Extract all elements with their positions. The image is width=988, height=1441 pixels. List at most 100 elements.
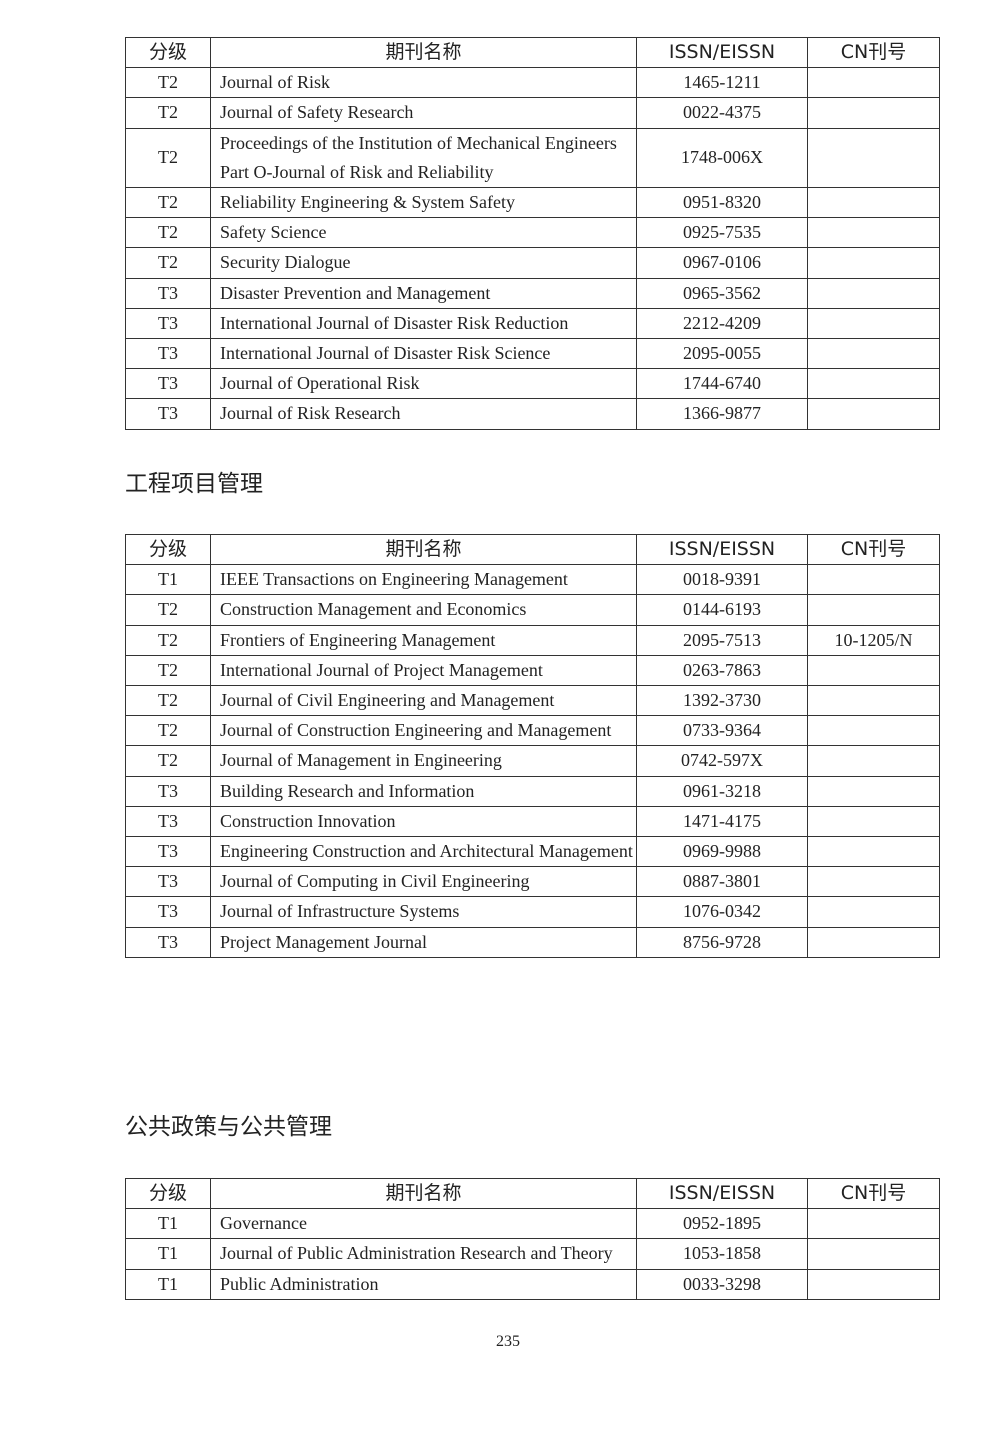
table-row: T3 Journal of Risk Research 1366-9877: [125, 398, 940, 430]
table-header-row: 分级 期刊名称 ISSN/EISSN CN刊号: [125, 1177, 940, 1210]
cell-cn: [807, 896, 940, 928]
cell-tier: T2: [125, 217, 211, 249]
column-header-name: 期刊名称: [210, 533, 637, 566]
cell-tier: T2: [125, 127, 211, 189]
cell-issn: 0018-9391: [636, 564, 808, 596]
cell-cn: [807, 187, 940, 219]
cell-name: Construction Management and Economics: [210, 594, 637, 626]
cell-issn: 2095-0055: [636, 338, 808, 370]
cell-cn: [807, 866, 940, 898]
cell-cn: [807, 97, 940, 129]
cell-name: International Journal of Disaster Risk R…: [210, 307, 637, 340]
cell-cn: [807, 398, 940, 430]
cell-name: Journal of Risk: [210, 67, 637, 99]
cell-issn: 0887-3801: [636, 866, 808, 898]
cell-cn: [807, 594, 940, 626]
table-row: T2 Proceedings of the Institution of Mech…: [125, 127, 940, 189]
cell-tier: T3: [125, 896, 211, 928]
column-header-cn: CN刊号: [807, 36, 940, 69]
table-header-row: 分级 期刊名称 ISSN/EISSN CN刊号: [125, 36, 940, 69]
cell-issn: 0733-9364: [636, 715, 808, 747]
cell-tier: T1: [125, 564, 211, 596]
cell-issn: 0742-597X: [636, 745, 808, 777]
cell-tier: T2: [125, 247, 211, 279]
column-header-tier: 分级: [125, 36, 211, 69]
cell-name: Journal of Public Administration Researc…: [210, 1238, 637, 1270]
cell-tier: T3: [125, 307, 211, 340]
cell-issn: 1053-1858: [636, 1238, 808, 1270]
cell-issn: 0033-3298: [636, 1268, 808, 1300]
cell-name: Safety Science: [210, 217, 637, 249]
column-header-name: 期刊名称: [210, 36, 637, 69]
cell-tier: T3: [125, 338, 211, 370]
section-heading-engineering-project-management: 工程项目管理: [125, 471, 263, 497]
cell-name: IEEE Transactions on Engineering Managem…: [210, 564, 637, 596]
cell-tier: T2: [125, 745, 211, 777]
cell-issn: 0263-7863: [636, 654, 808, 687]
cell-issn: 1748-006X: [636, 127, 808, 189]
table-row: T2 International Journal of Project Manag…: [125, 654, 940, 687]
cell-name: Journal of Safety Research: [210, 97, 637, 129]
cell-tier: T3: [125, 775, 211, 807]
cell-cn: [807, 715, 940, 747]
cell-cn: [807, 805, 940, 838]
cell-name: Governance: [210, 1208, 637, 1240]
table-row: T2 Reliability Engineering & System Safet…: [125, 187, 940, 219]
cell-tier: T2: [125, 654, 211, 687]
cell-issn: 1744-6740: [636, 368, 808, 400]
cell-tier: T3: [125, 398, 211, 430]
journal-table-public-policy: 分级 期刊名称 ISSN/EISSN CN刊号 T1 Governance 0952-189…: [125, 1177, 940, 1300]
cell-cn: [807, 1238, 940, 1270]
table-row: T3 International Journal of Disaster Risk…: [125, 338, 940, 370]
cell-name: International Journal of Disaster Risk S…: [210, 338, 637, 370]
cell-issn: 0022-4375: [636, 97, 808, 129]
cell-name: International Journal of Project Managem…: [210, 654, 637, 687]
cell-cn: [807, 926, 940, 958]
cell-issn: 0967-0106: [636, 247, 808, 279]
table-row: T2 Journal of Risk 1465-1211: [125, 67, 940, 99]
cell-name: Journal of Management in Engineering: [210, 745, 637, 777]
cell-tier: T2: [125, 624, 211, 656]
cell-cn: [807, 217, 940, 249]
table-row: T3 International Journal of Disaster Risk…: [125, 307, 940, 340]
table-row: T3 Engineering Construction and Architect…: [125, 836, 940, 868]
column-header-issn: ISSN/EISSN: [636, 1177, 808, 1210]
cell-name: Proceedings of the Institution of Mechan…: [210, 127, 637, 189]
column-header-issn: ISSN/EISSN: [636, 36, 808, 69]
cell-tier: T3: [125, 866, 211, 898]
cell-tier: T1: [125, 1238, 211, 1270]
cell-cn: [807, 745, 940, 777]
cell-issn: 1471-4175: [636, 805, 808, 838]
table-row: T2 Construction Management and Economics 0…: [125, 594, 940, 626]
cell-issn: 8756-9728: [636, 926, 808, 958]
cell-name: Disaster Prevention and Management: [210, 277, 637, 309]
table-row: T3 Journal of Computing in Civil Engineer…: [125, 866, 940, 898]
cell-issn: 2095-7513: [636, 624, 808, 656]
cell-tier: T2: [125, 187, 211, 219]
cell-name: Public Administration: [210, 1268, 637, 1300]
cell-tier: T2: [125, 715, 211, 747]
cell-tier: T3: [125, 368, 211, 400]
table-row: T1 Governance 0952-1895: [125, 1208, 940, 1240]
table-row: T2 Journal of Safety Research 0022-4375: [125, 97, 940, 129]
cell-tier: T1: [125, 1208, 211, 1240]
cell-cn: 10-1205/N: [807, 624, 940, 656]
journal-table-risk: 分级 期刊名称 ISSN/EISSN CN刊号 T2 Journal of Risk 146…: [125, 36, 940, 430]
table-row: T1 Public Administration 0033-3298: [125, 1268, 940, 1300]
table-row: T3 Journal of Infrastructure Systems 1076-…: [125, 896, 940, 928]
cell-tier: T3: [125, 805, 211, 838]
cell-cn: [807, 338, 940, 370]
table-row: T3 Construction Innovation 1471-4175: [125, 805, 940, 838]
cell-cn: [807, 685, 940, 717]
cell-cn: [807, 775, 940, 807]
table-row: T2 Journal of Civil Engineering and Manag…: [125, 685, 940, 717]
cell-cn: [807, 307, 940, 340]
column-header-tier: 分级: [125, 1177, 211, 1210]
table-row: T2 Security Dialogue 0967-0106: [125, 247, 940, 279]
table-row: T3 Disaster Prevention and Management 0965…: [125, 277, 940, 309]
cell-issn: 1392-3730: [636, 685, 808, 717]
table-row: T3 Building Research and Information 0961-…: [125, 775, 940, 807]
cell-name: Construction Innovation: [210, 805, 637, 838]
cell-name: Journal of Operational Risk: [210, 368, 637, 400]
cell-issn: 0961-3218: [636, 775, 808, 807]
